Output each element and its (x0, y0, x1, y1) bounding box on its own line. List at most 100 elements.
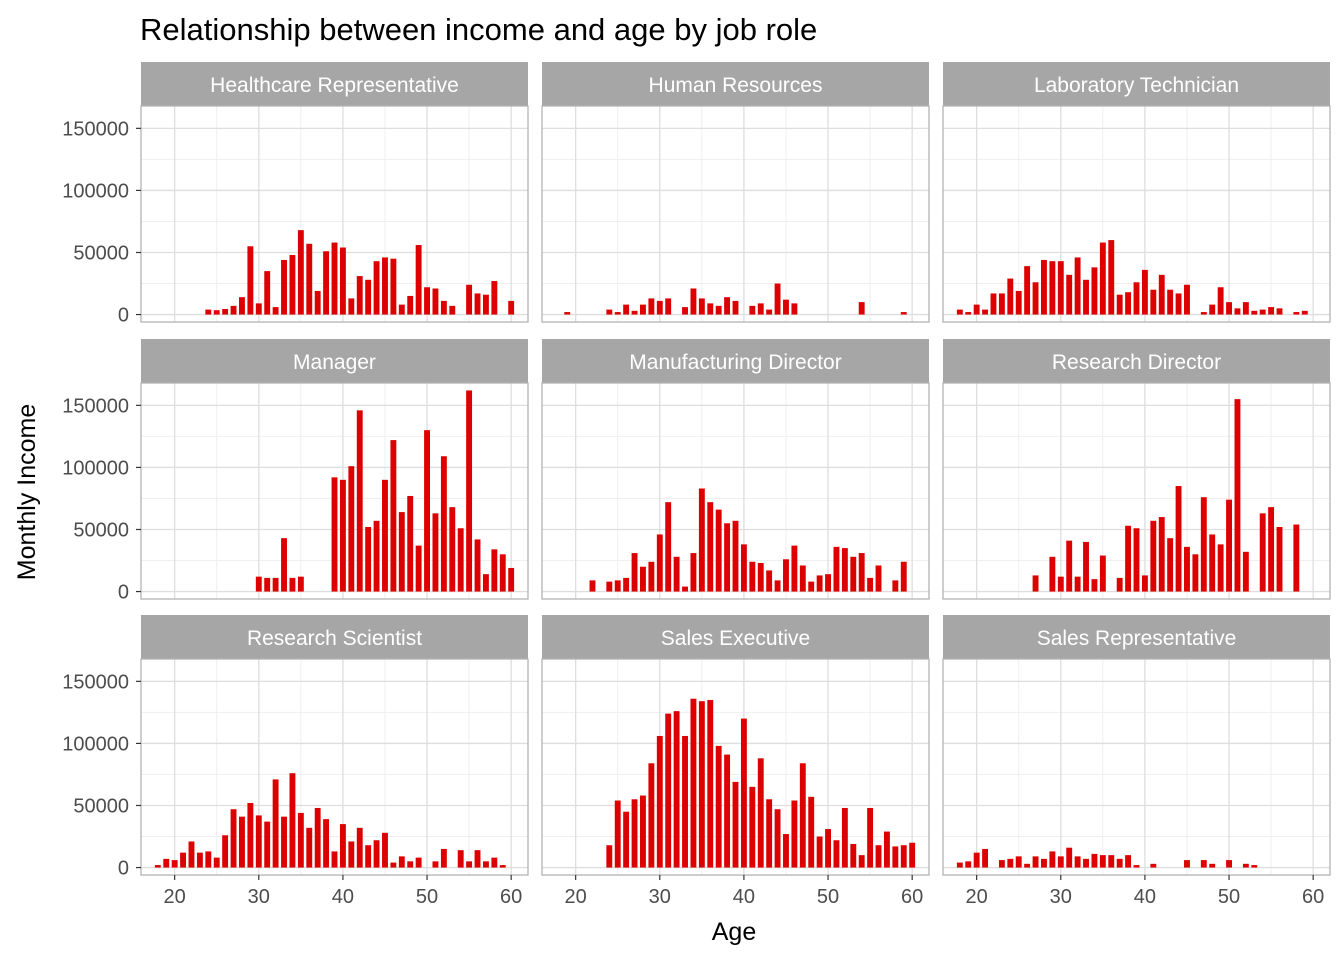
bar-sales-representative-age-47 (1200, 860, 1207, 868)
bar-research-scientist-age-19 (163, 858, 170, 868)
x-tick-label: 40 (733, 886, 755, 908)
bar-human-resources-age-26 (623, 304, 630, 315)
bar-manufacturing-director-age-31 (665, 502, 672, 592)
bar-sales-executive-age-60 (909, 842, 916, 868)
bar-manufacturing-director-age-22 (589, 580, 596, 592)
bar-manufacturing-director-age-30 (656, 534, 663, 592)
bar-manufacturing-director-age-47 (799, 565, 806, 592)
bar-laboratory-technician-age-45 (1184, 284, 1190, 315)
bar-human-resources-age-43 (766, 309, 773, 315)
panel-border (942, 382, 1331, 600)
bar-manufacturing-director-age-24 (606, 581, 613, 592)
bar-research-scientist-age-58 (491, 857, 498, 868)
bar-laboratory-technician-age-51 (1234, 308, 1241, 315)
panel-sales-executive: Sales Executive 20 30 40 50 60 (541, 615, 930, 908)
bar-research-director-age-35 (1099, 555, 1106, 592)
strip-label: Manager (293, 351, 376, 374)
bar-research-scientist-age-26 (222, 835, 229, 868)
y-tick-label: 50000 (73, 242, 129, 264)
bar-research-scientist-age-51 (432, 861, 439, 868)
bar-research-director-age-43 (1167, 538, 1174, 592)
bar-laboratory-technician-age-30 (1057, 261, 1064, 315)
chart-title: Relationship between income and age by j… (140, 12, 817, 47)
bar-laboratory-technician-age-29 (1049, 261, 1056, 315)
bar-sales-executive-age-34 (690, 698, 697, 868)
bar-sales-executive-age-40 (740, 718, 747, 868)
x-tick-label: 30 (1050, 886, 1072, 908)
bar-research-scientist-age-28 (239, 816, 245, 868)
bar-healthcare-representative-age-47 (398, 304, 405, 315)
bar-manufacturing-director-age-36 (707, 502, 714, 592)
bar-research-scientist-age-42 (356, 827, 363, 868)
bar-sales-executive-age-46 (791, 800, 798, 868)
bar-research-scientist-age-40 (339, 824, 346, 868)
bar-healthcare-representative-age-32 (272, 307, 279, 315)
bar-manager-age-60 (508, 567, 515, 592)
panel-research-scientist: Research Scientist 0 50000 100000 150000 20 30… (62, 615, 529, 908)
bar-healthcare-representative-age-25 (213, 310, 220, 315)
bar-manager-age-59 (499, 554, 506, 592)
bar-laboratory-technician-age-58 (1293, 312, 1300, 315)
bar-research-director-age-52 (1242, 551, 1249, 592)
bar-manager-age-43 (365, 527, 372, 592)
x-tick-label: 20 (966, 886, 988, 908)
bar-manufacturing-director-age-33 (682, 586, 688, 592)
bar-sales-executive-age-50 (825, 829, 831, 868)
bar-healthcare-representative-age-31 (264, 271, 271, 315)
strip-label: Healthcare Representative (210, 74, 459, 97)
bar-healthcare-representative-age-40 (339, 247, 346, 315)
bar-laboratory-technician-age-19 (965, 312, 972, 315)
bar-sales-representative-age-24 (1007, 858, 1014, 868)
bar-laboratory-technician-age-42 (1158, 274, 1165, 315)
bar-research-scientist-age-29 (247, 803, 254, 868)
bar-research-director-age-29 (1049, 556, 1056, 592)
strip-human-resources (542, 62, 929, 106)
bar-sales-executive-age-54 (858, 855, 865, 868)
bar-healthcare-representative-age-29 (247, 246, 254, 315)
bar-sales-representative-age-35 (1099, 855, 1106, 868)
bar-sales-executive-age-38 (724, 754, 731, 868)
bar-sales-representative-age-31 (1066, 847, 1073, 868)
bar-sales-executive-age-28 (640, 795, 646, 868)
strip-sales-representative (943, 615, 1330, 659)
strip-research-scientist (141, 615, 528, 659)
bar-sales-representative-age-26 (1024, 863, 1031, 868)
bar-sales-executive-age-29 (648, 763, 655, 868)
bar-laboratory-technician-age-23 (998, 293, 1005, 315)
bar-healthcare-representative-age-41 (348, 298, 355, 315)
panel-sales-representative: Sales Representative 20 30 40 50 60 (942, 615, 1331, 908)
bar-human-resources-age-28 (640, 304, 646, 315)
bar-healthcare-representative-age-49 (415, 245, 422, 315)
bar-sales-representative-age-34 (1091, 853, 1098, 868)
bar-laboratory-technician-age-50 (1226, 302, 1232, 315)
bar-manager-age-54 (457, 528, 464, 592)
bar-laboratory-technician-age-38 (1125, 292, 1132, 315)
bar-healthcare-representative-age-37 (314, 290, 321, 315)
strip-healthcare-representative (141, 62, 528, 106)
bar-manager-age-41 (348, 466, 355, 592)
bar-laboratory-technician-age-52 (1242, 302, 1249, 315)
bar-sales-representative-age-29 (1049, 851, 1056, 868)
bar-manufacturing-director-age-40 (740, 544, 747, 592)
bar-sales-executive-age-58 (892, 846, 899, 868)
bar-manager-age-35 (297, 576, 304, 592)
bar-manufacturing-director-age-34 (690, 553, 697, 592)
bar-manufacturing-director-age-46 (791, 545, 798, 592)
panel-healthcare-representative: Healthcare Representative 0 50000 100000 150… (62, 62, 529, 327)
bar-research-director-age-58 (1293, 524, 1300, 592)
bar-sales-executive-age-57 (883, 831, 890, 868)
bar-manager-age-32 (272, 577, 279, 592)
bar-manager-age-50 (424, 430, 430, 592)
bar-manager-age-56 (474, 539, 481, 592)
strip-label: Research Scientist (247, 627, 422, 650)
panel-human-resources: Human Resources (541, 62, 930, 323)
bar-manager-age-52 (440, 456, 447, 592)
x-tick-label: 50 (416, 886, 438, 908)
bar-healthcare-representative-age-27 (230, 305, 237, 315)
bar-research-scientist-age-54 (457, 850, 464, 868)
strip-label: Manufacturing Director (629, 351, 841, 374)
panel-border (140, 658, 529, 876)
bar-research-scientist-age-45 (382, 832, 388, 868)
bar-sales-executive-age-24 (606, 845, 613, 868)
